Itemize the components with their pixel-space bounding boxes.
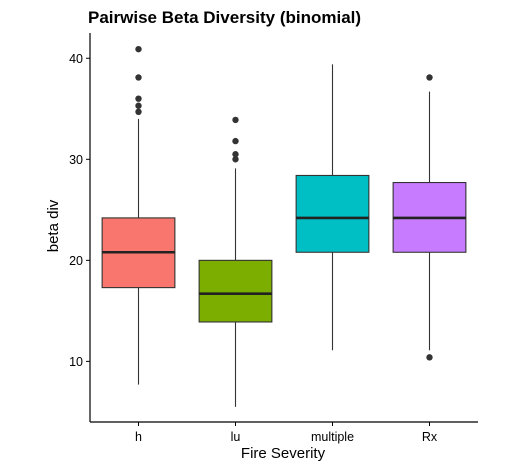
box-multiple [295,174,370,253]
outlier-point-h [135,95,142,102]
outlier-point-lu [232,116,239,124]
x-tick-label: lu [231,430,241,444]
x-axis-title: Fire Severity [241,445,326,462]
box-lu [198,259,273,323]
y-tick-label: 20 [69,254,83,268]
y-axis-title: beta div [45,199,62,252]
x-tick-label: Rx [422,430,438,444]
outlier-point-lu [232,151,239,158]
y-tick-label: 10 [69,355,83,369]
y-tick-label: 30 [69,153,83,167]
outlier-point-lu [232,137,239,145]
y-tick-label: 40 [69,52,83,66]
outlier-point-h [135,74,142,81]
outlier-point-rx [426,74,433,81]
chart-title: Pairwise Beta Diversity (binomial) [88,8,361,27]
outlier-point-h [135,102,142,109]
outlier-point-rx [426,354,433,361]
outlier-point-h [135,45,142,53]
outlier-point-h [135,108,142,116]
x-tick-label: h [135,430,142,444]
plot-area: 10 20 30 40 h lu multiple Rx [69,33,478,444]
outlier-point-lu [232,156,239,163]
x-tick-label: multiple [311,430,354,444]
